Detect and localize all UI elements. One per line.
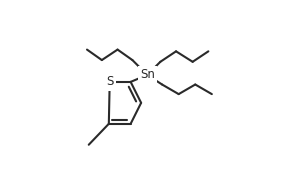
Text: Sn: Sn [140, 68, 155, 81]
Text: S: S [106, 75, 113, 88]
